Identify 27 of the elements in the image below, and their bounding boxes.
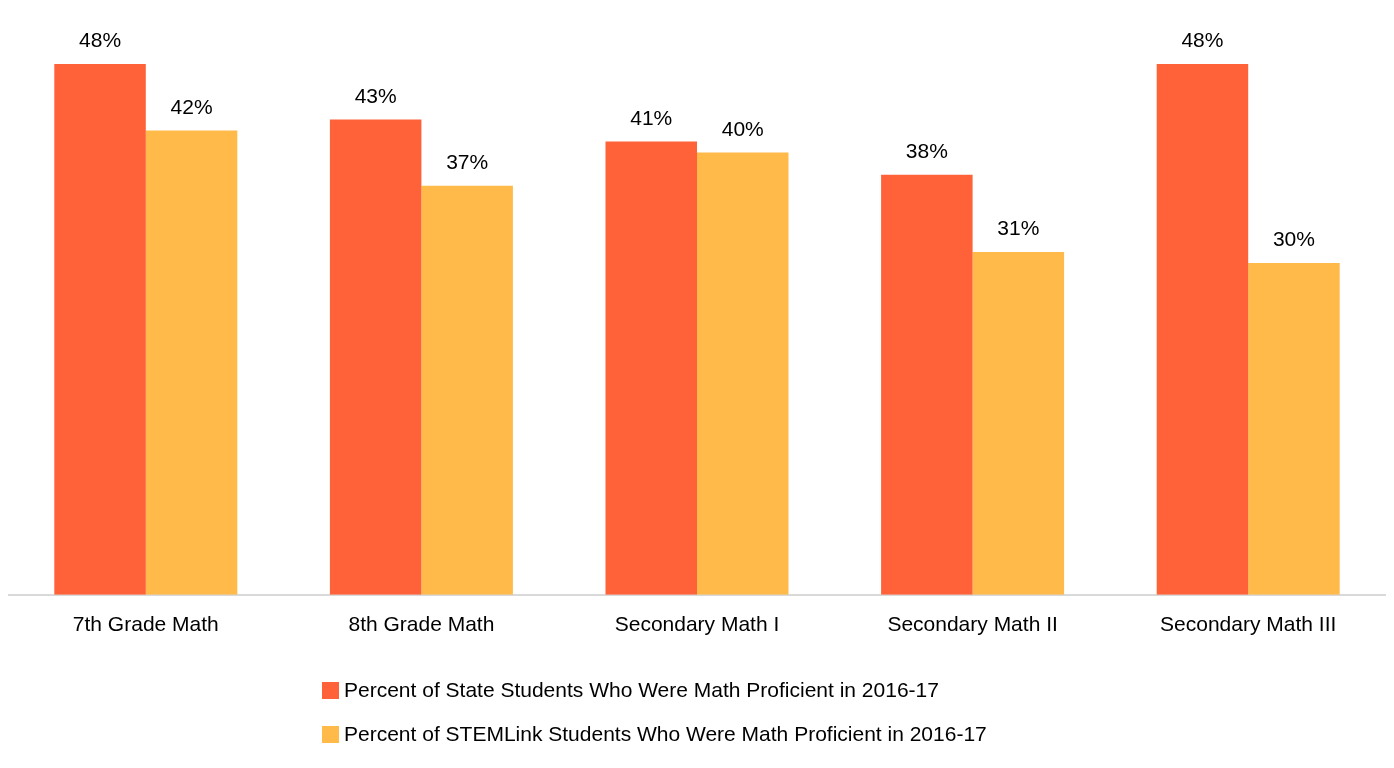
data-label: 38% [905,138,948,162]
x-tick-label: 8th Grade Math [348,612,495,636]
data-label: 43% [354,83,397,107]
data-label: 40% [721,116,764,140]
x-tick-label: Secondary Math II [887,612,1058,636]
legend-label: Percent of STEMLink Students Who Were Math Proficient in 2016-17 [344,722,987,746]
bar [605,141,697,595]
bar [1248,263,1340,595]
data-label: 48% [1181,28,1224,52]
data-label: 41% [630,105,673,129]
bar [329,119,422,595]
data-label: 31% [997,216,1040,240]
x-tick-label: Secondary Math I [614,612,780,636]
data-label: 37% [446,150,489,174]
bar [421,185,513,595]
legend-label: Percent of State Students Who Were Math Proficient in 2016-17 [344,678,939,702]
x-tick-label: 7th Grade Math [72,612,219,636]
bar [881,174,973,595]
bar [54,64,146,595]
bar [972,252,1065,595]
bar [145,130,238,595]
x-tick-label: Secondary Math III [1160,612,1337,636]
data-label: 30% [1272,227,1315,251]
bar [1156,64,1249,595]
data-label: 42% [170,94,213,118]
bar [697,152,789,595]
data-label: 48% [79,28,122,52]
